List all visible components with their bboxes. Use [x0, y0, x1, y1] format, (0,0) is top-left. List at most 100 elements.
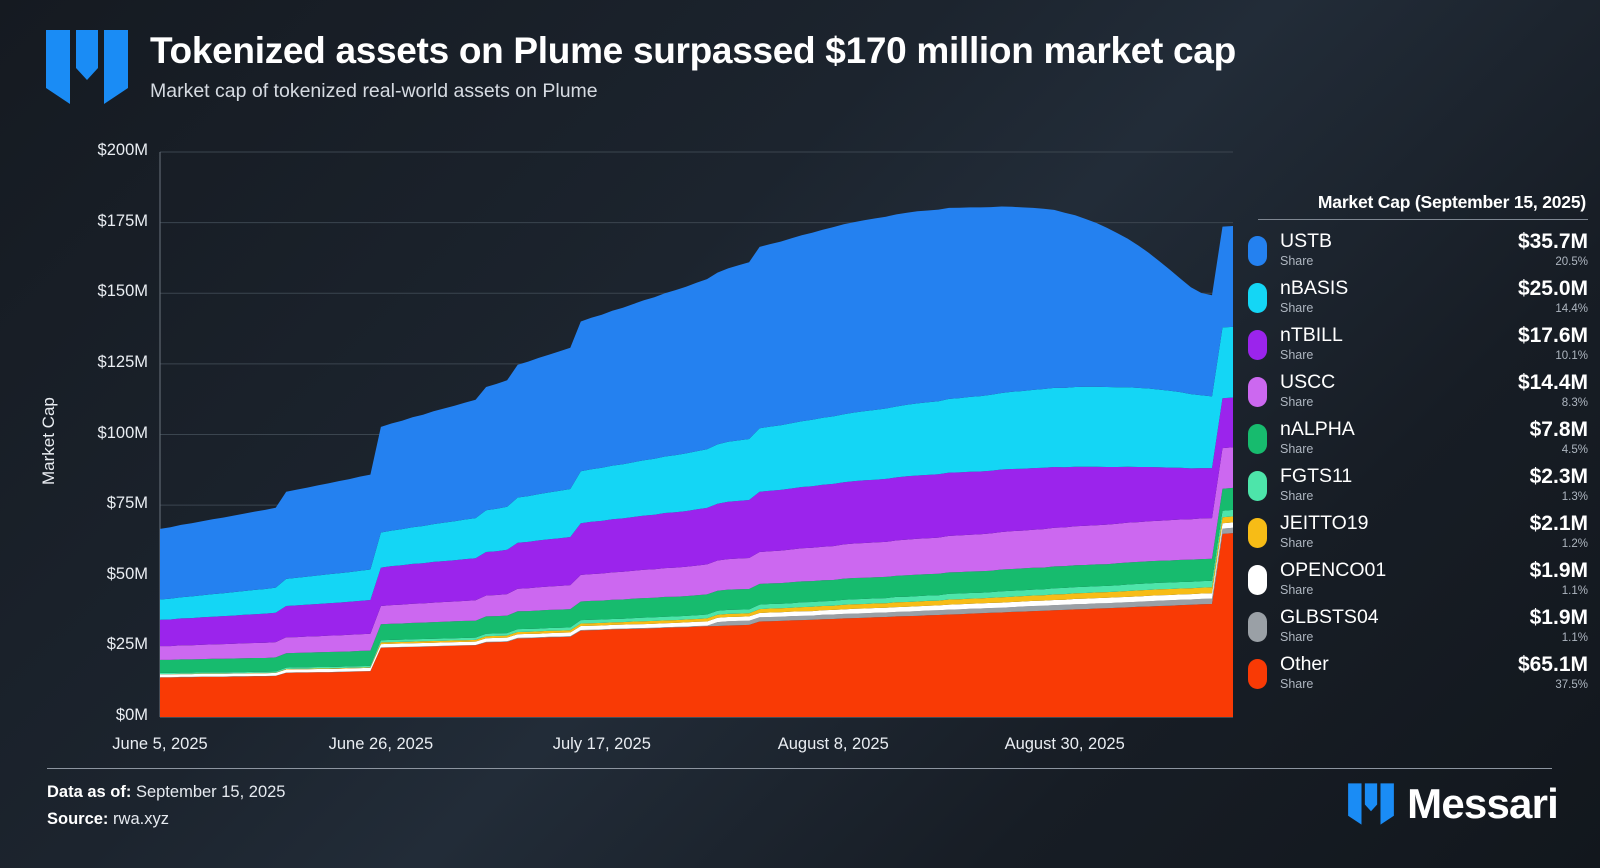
legend-item-name: USCC: [1280, 371, 1336, 394]
legend-share-label: Share: [1280, 254, 1314, 269]
legend-share-label: Share: [1280, 489, 1314, 504]
legend-item-value: $1.9M: [1529, 606, 1588, 629]
x-axis-tick-label: June 26, 2025: [328, 735, 434, 753]
legend-item-name: OPENCO01: [1280, 559, 1387, 582]
legend-divider: [1258, 219, 1588, 220]
legend-item-pct: 20.5%: [1555, 256, 1588, 269]
data-as-of-value: September 15, 2025: [135, 783, 286, 801]
legend-color-swatch: [1248, 423, 1267, 454]
legend-item-pct: 1.1%: [1561, 585, 1588, 598]
stacked-area-plot: [159, 151, 1233, 718]
legend-item-name: nALPHA: [1280, 418, 1355, 441]
brand: Messari: [1347, 780, 1559, 827]
legend-item-value: $2.3M: [1529, 465, 1588, 488]
legend-item-name: nTBILL: [1280, 324, 1343, 347]
legend-color-swatch: [1248, 282, 1267, 313]
data-as-of-label: Data as of:: [47, 783, 132, 801]
legend-item-value: $35.7M: [1517, 230, 1588, 253]
legend-color-swatch: [1248, 658, 1267, 689]
legend-item[interactable]: nALPHA Share $7.8M 4.5%: [1248, 415, 1588, 462]
x-axis-tick-label: August 30, 2025: [1004, 735, 1125, 753]
area-series: [160, 487, 1233, 673]
area-series: [160, 397, 1233, 647]
legend-item[interactable]: USTB Share $35.7M 20.5%: [1248, 227, 1588, 274]
legend-share-label: Share: [1280, 348, 1314, 363]
legend-item[interactable]: nTBILL Share $17.6M 10.1%: [1248, 321, 1588, 368]
legend-item-value: $65.1M: [1517, 653, 1588, 676]
footer-meta: Data as of: September 15, 2025 Source: r…: [47, 783, 285, 837]
y-axis-ticks: $0M $25M $50M $75M $100M $125M $150M $175M $200M: [0, 130, 148, 730]
legend-item[interactable]: GLBSTS04 Share $1.9M 1.1%: [1248, 603, 1588, 650]
y-axis-tick-label: $175M: [97, 211, 148, 230]
legend-item[interactable]: Other Share $65.1M 37.5%: [1248, 650, 1588, 697]
y-axis-tick-label: $75M: [106, 494, 148, 513]
brand-name: Messari: [1407, 780, 1559, 827]
legend: Market Cap (September 15, 2025) USTB Shar…: [1248, 192, 1588, 697]
legend-item-name: USTB: [1280, 230, 1333, 253]
area-series: [160, 509, 1233, 675]
legend-item-pct: 10.1%: [1555, 350, 1588, 363]
y-axis-tick-label: $50M: [106, 564, 148, 583]
source-value: rwa.xyz: [113, 810, 169, 828]
y-axis-tick-label: $25M: [106, 635, 148, 654]
messari-logo-icon: [1348, 783, 1395, 825]
y-axis-tick-label: $100M: [97, 423, 148, 442]
legend-item-pct: 4.5%: [1561, 444, 1588, 457]
area-series: [160, 533, 1233, 717]
legend-item[interactable]: JEITTO19 Share $2.1M 1.2%: [1248, 509, 1588, 556]
legend-item[interactable]: OPENCO01 Share $1.9M 1.1%: [1248, 556, 1588, 603]
y-axis-tick-label: $150M: [97, 282, 148, 301]
legend-item[interactable]: nBASIS Share $25.0M 14.4%: [1248, 274, 1588, 321]
chart-container: Market Cap $0M $25M $50M $75M $100M $125M $150…: [0, 130, 1600, 755]
legend-color-swatch: [1248, 517, 1267, 548]
x-axis-tick-label: July 17, 2025: [552, 735, 651, 753]
legend-color-swatch: [1248, 611, 1267, 642]
legend-share-label: Share: [1280, 536, 1314, 551]
legend-title: Market Cap (September 15, 2025): [1317, 192, 1586, 212]
source-label: Source:: [47, 810, 109, 828]
legend-color-swatch: [1248, 329, 1267, 360]
legend-color-swatch: [1248, 564, 1267, 595]
page-title: Tokenized assets on Plume surpassed $170…: [150, 30, 1236, 71]
legend-item-value: $17.6M: [1517, 324, 1588, 347]
legend-share-label: Share: [1280, 630, 1314, 645]
x-axis-tick-label: June 5, 2025: [112, 735, 208, 753]
legend-item-value: $7.8M: [1529, 418, 1588, 441]
legend-item[interactable]: USCC Share $14.4M 8.3%: [1248, 368, 1588, 415]
area-series: [160, 326, 1233, 620]
source-line: Source: rwa.xyz: [47, 810, 285, 829]
x-axis-tick-label: August 8, 2025: [777, 735, 889, 753]
legend-item-name: GLBSTS04: [1280, 606, 1379, 629]
page-subtitle: Market cap of tokenized real-world asset…: [150, 79, 598, 102]
legend-item-pct: 8.3%: [1561, 397, 1588, 410]
messari-logo-icon: [46, 30, 128, 104]
y-axis-tick-label: $125M: [97, 352, 148, 371]
legend-color-swatch: [1248, 376, 1267, 407]
y-axis-tick-label: $200M: [97, 141, 148, 159]
legend-share-label: Share: [1280, 677, 1314, 692]
y-axis-tick-label: $0M: [115, 706, 148, 724]
legend-item-value: $14.4M: [1517, 371, 1588, 394]
legend-item-pct: 1.3%: [1561, 491, 1588, 504]
legend-share-label: Share: [1280, 583, 1314, 598]
legend-share-label: Share: [1280, 301, 1314, 316]
legend-item-name: FGTS11: [1280, 465, 1353, 488]
legend-item-pct: 1.2%: [1561, 538, 1588, 551]
legend-item-pct: 14.4%: [1555, 303, 1588, 316]
footer-divider: [47, 768, 1552, 769]
header: Tokenized assets on Plume surpassed $170…: [44, 28, 1236, 106]
legend-item-pct: 37.5%: [1555, 679, 1588, 692]
legend-item-name: Other: [1280, 653, 1329, 676]
area-series: [160, 447, 1233, 660]
legend-item-name: nBASIS: [1280, 277, 1349, 300]
legend-item-value: $1.9M: [1529, 559, 1588, 582]
legend-item[interactable]: FGTS11 Share $2.3M 1.3%: [1248, 462, 1588, 509]
legend-item-pct: 1.1%: [1561, 632, 1588, 645]
legend-share-label: Share: [1280, 442, 1314, 457]
legend-item-value: $2.1M: [1529, 512, 1588, 535]
legend-color-swatch: [1248, 470, 1267, 501]
data-as-of-line: Data as of: September 15, 2025: [47, 783, 285, 802]
area-series: [160, 206, 1233, 600]
legend-item-name: JEITTO19: [1280, 512, 1369, 535]
legend-share-label: Share: [1280, 395, 1314, 410]
